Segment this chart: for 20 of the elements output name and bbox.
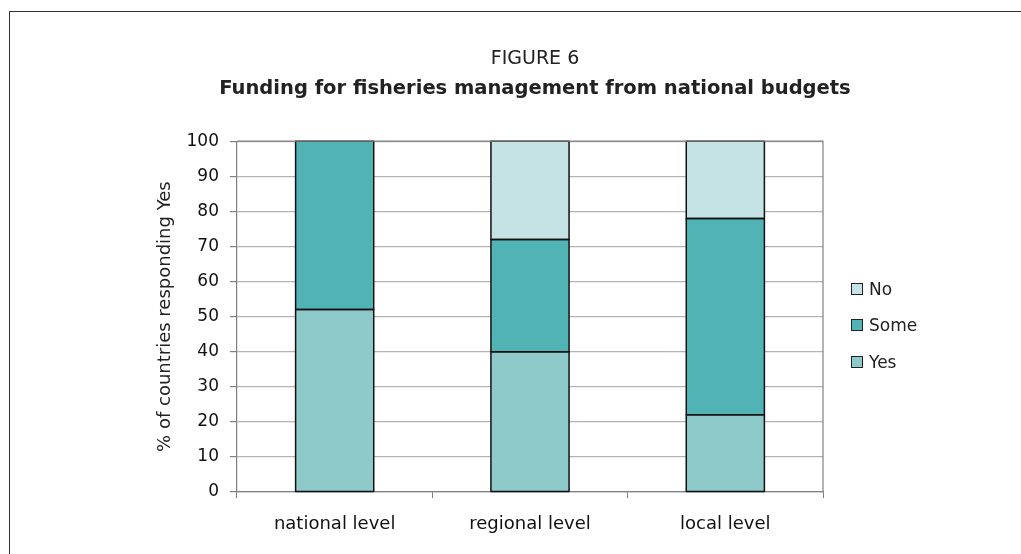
y-tick-label: 20 [197,410,219,431]
x-tick-label: local level [680,512,771,534]
y-tick-label: 80 [197,199,219,220]
y-tick-label: 50 [197,305,219,326]
chart-title: Funding for fisheries management from national budgets [218,76,852,99]
chart-subtitle: FIGURE 6 [489,46,581,68]
y-axis-title: % of countries responding Yes [153,181,175,452]
legend-label: No [869,278,893,299]
y-tick-label: 70 [197,234,219,255]
y-tick-label: 30 [197,375,219,396]
y-tick-label: 90 [197,164,219,185]
y-tick-label: 60 [197,269,219,290]
x-tick-label: regional level [469,512,591,534]
y-tick-label: 100 [186,129,219,150]
legend-label: Yes [869,351,897,372]
legend-label: Some [869,315,918,336]
y-tick-label: 10 [197,445,219,466]
y-tick-label: 40 [197,340,219,361]
y-tick-label: 0 [208,480,219,501]
x-tick-label: national level [273,512,396,534]
